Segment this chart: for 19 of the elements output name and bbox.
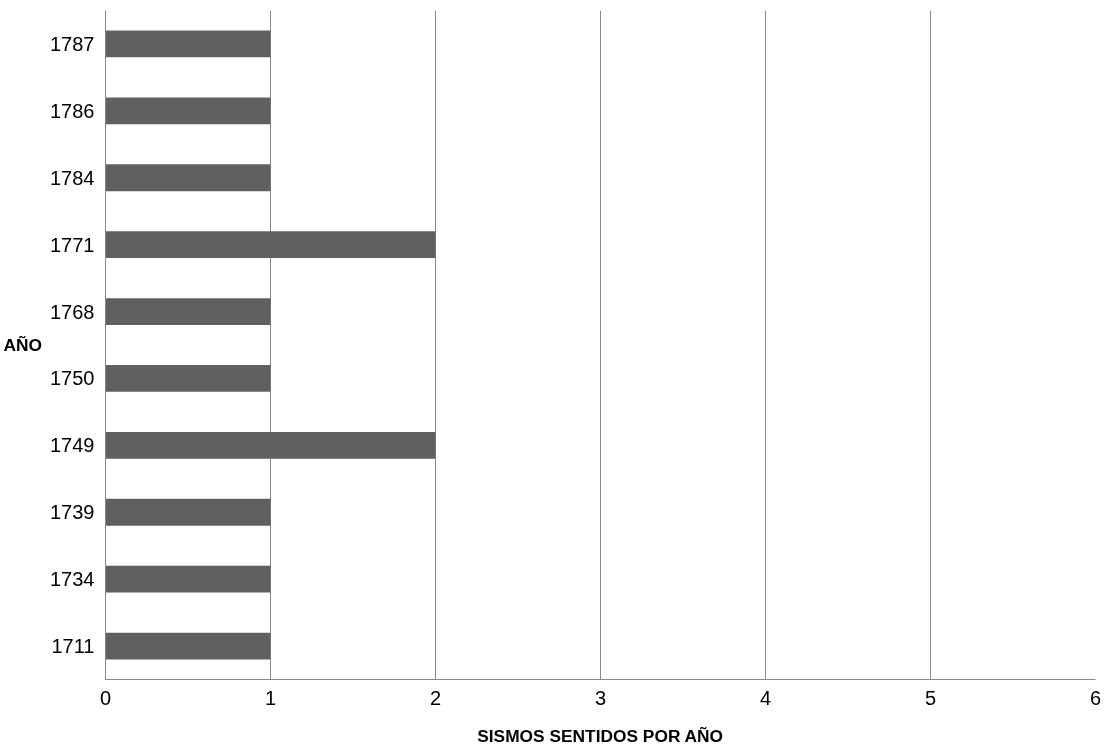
x-tick-label: 4 [759,686,772,709]
x-tick-label: 0 [99,686,112,709]
y-tick-label: 1739 [50,501,95,524]
y-tick-label: 1734 [50,568,95,591]
y-tick-label: 1749 [50,434,95,457]
x-axis-title: SISMOS SENTIDOS POR AÑO [477,725,724,746]
x-tick-label: 6 [1089,686,1102,709]
y-tick-label: 1784 [50,166,95,189]
x-tick-label: 5 [924,686,937,709]
y-tick-label: 1711 [51,635,95,658]
y-tick-label: 1771 [50,233,95,256]
x-tick-label: 1 [264,686,277,709]
x-tick-label: 2 [429,686,442,709]
y-tick-label: 1787 [50,32,95,55]
y-axis-title: AÑO [3,335,43,355]
y-tick-label: 1750 [50,367,95,390]
y-tick-label: 1768 [50,300,95,323]
x-tick-label: 3 [594,686,607,709]
y-tick-label: 1786 [50,99,95,122]
